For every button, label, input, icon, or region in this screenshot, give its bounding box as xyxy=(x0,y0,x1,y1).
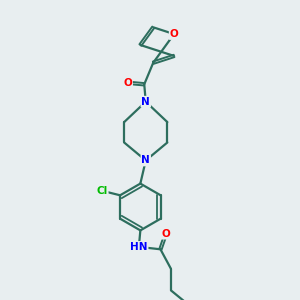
Text: HN: HN xyxy=(130,242,148,252)
Text: O: O xyxy=(170,29,178,39)
Text: O: O xyxy=(161,229,170,239)
Text: O: O xyxy=(123,78,132,88)
Text: N: N xyxy=(141,97,150,107)
Text: N: N xyxy=(141,155,150,166)
Text: Cl: Cl xyxy=(97,186,108,196)
